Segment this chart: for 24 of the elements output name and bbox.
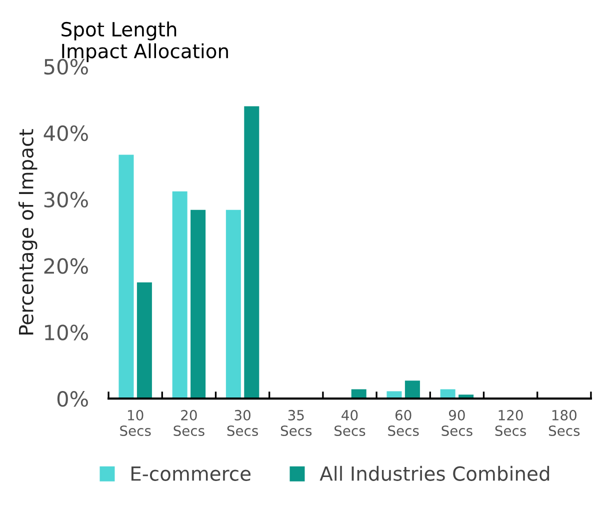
y-tick-label: 20% <box>44 258 88 274</box>
x-tick-label: 10 Secs <box>120 410 151 436</box>
bar <box>190 210 206 399</box>
y-tick-label: 10% <box>45 324 88 340</box>
x-tick-label: 35 Secs <box>280 410 312 436</box>
x-tick-label: 120 Secs <box>495 410 526 436</box>
bar <box>118 154 134 399</box>
x-tick-label: 20 Secs <box>174 410 204 436</box>
bar <box>172 191 188 399</box>
bar <box>226 210 241 399</box>
legend-label: All Industries Combined <box>320 466 550 481</box>
bar <box>136 282 152 399</box>
bar <box>244 106 260 399</box>
bar <box>404 380 420 399</box>
x-tick-label: 40 Secs <box>334 410 366 436</box>
y-tick-label: 40% <box>44 125 88 142</box>
y-tick-label: 30% <box>44 192 88 208</box>
x-tick-label: 60 Secs <box>388 410 419 436</box>
y-axis-title: Percentage of Impact <box>18 129 38 334</box>
x-tick-label: 90 Secs <box>442 410 472 436</box>
legend-label: E-commerce <box>132 466 250 481</box>
x-tick-label: 180 Secs <box>548 410 580 436</box>
x-tick-label: 30 Secs <box>227 410 258 436</box>
y-tick-label: 0% <box>57 391 88 407</box>
